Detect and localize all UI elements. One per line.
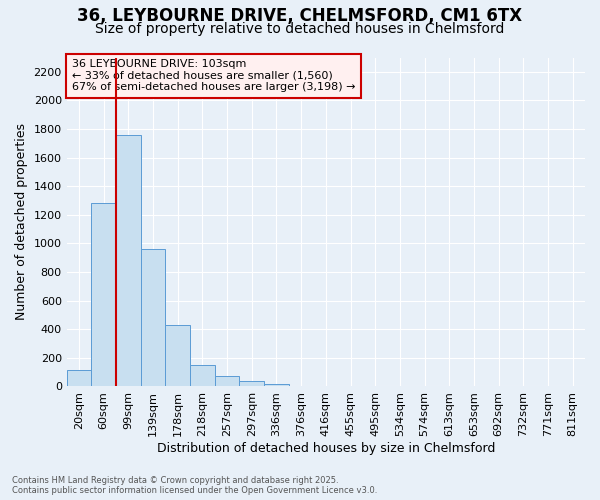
X-axis label: Distribution of detached houses by size in Chelmsford: Distribution of detached houses by size … bbox=[157, 442, 495, 455]
Bar bbox=[67, 370, 91, 386]
Text: 36 LEYBOURNE DRIVE: 103sqm
← 33% of detached houses are smaller (1,560)
67% of s: 36 LEYBOURNE DRIVE: 103sqm ← 33% of deta… bbox=[72, 59, 355, 92]
Bar bbox=[166, 325, 190, 386]
Bar bbox=[264, 384, 289, 386]
Text: Contains HM Land Registry data © Crown copyright and database right 2025.
Contai: Contains HM Land Registry data © Crown c… bbox=[12, 476, 377, 495]
Text: 36, LEYBOURNE DRIVE, CHELMSFORD, CM1 6TX: 36, LEYBOURNE DRIVE, CHELMSFORD, CM1 6TX bbox=[77, 8, 523, 26]
Bar bbox=[239, 382, 264, 386]
Text: Size of property relative to detached houses in Chelmsford: Size of property relative to detached ho… bbox=[95, 22, 505, 36]
Bar bbox=[91, 204, 116, 386]
Y-axis label: Number of detached properties: Number of detached properties bbox=[15, 124, 28, 320]
Bar bbox=[141, 249, 166, 386]
Bar bbox=[215, 376, 239, 386]
Bar bbox=[190, 365, 215, 386]
Bar bbox=[116, 134, 141, 386]
